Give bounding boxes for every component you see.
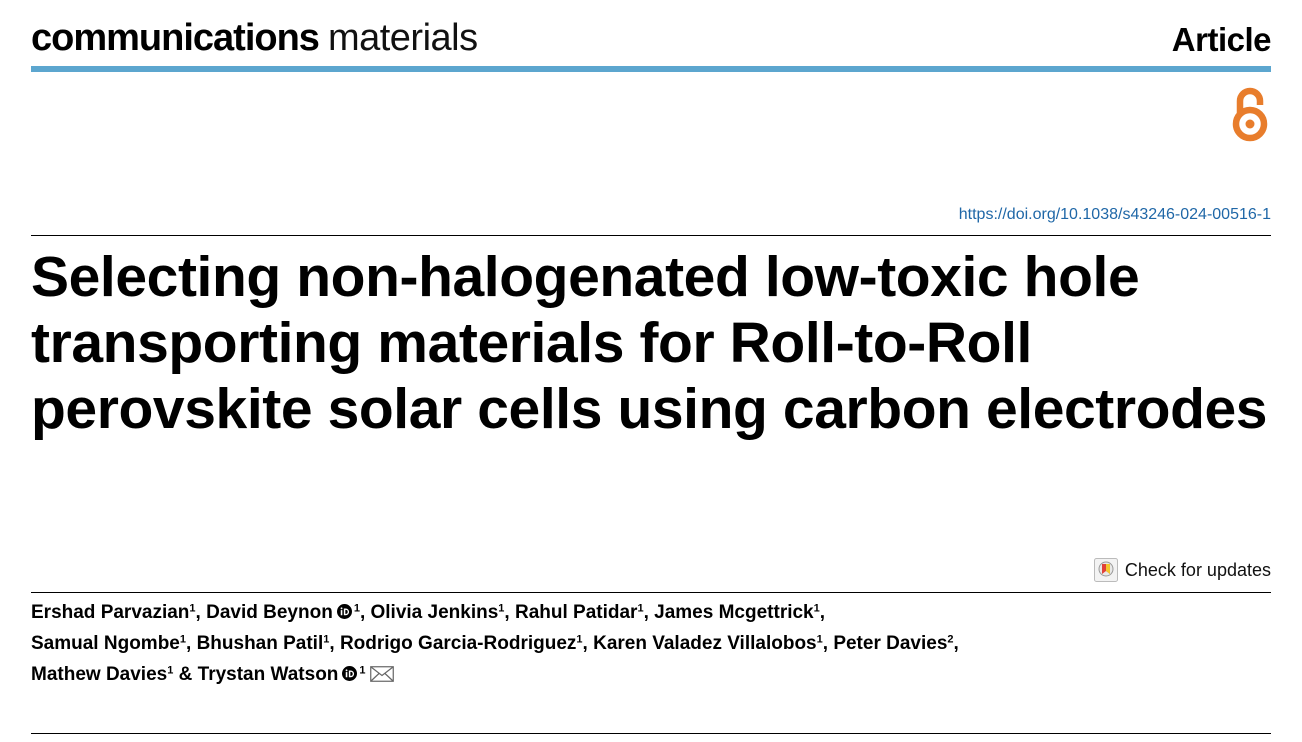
author[interactable]: Bhushan Patil1	[196, 633, 330, 654]
journal-name: communications materials	[31, 14, 478, 62]
author[interactable]: Trystan Watson 1	[198, 664, 394, 685]
author[interactable]: James Mcgettrick1	[654, 602, 820, 623]
author[interactable]: Karen Valadez Villalobos1	[593, 633, 823, 654]
doi-link[interactable]: https://doi.org/10.1038/s43246-024-00516…	[958, 206, 1271, 223]
author[interactable]: Samual Ngombe1	[31, 633, 186, 654]
author[interactable]: Mathew Davies1	[31, 664, 174, 685]
header-accent-rule	[31, 66, 1271, 72]
check-for-updates-icon	[1093, 558, 1118, 582]
article-title: Selecting non-halogenated low-toxic hole…	[31, 245, 1268, 441]
orcid-icon[interactable]	[342, 666, 358, 681]
author[interactable]: Peter Davies2	[833, 633, 954, 654]
authors-bottom-rule	[31, 733, 1271, 734]
title-top-rule	[31, 235, 1271, 236]
article-type-label: Article	[1171, 21, 1272, 58]
journal-name-light: materials	[327, 17, 478, 59]
author-list: Ershad Parvazian1, David Beynon 1, Olivia…	[31, 602, 959, 685]
journal-name-bold: communications	[31, 17, 320, 59]
author[interactable]: Rahul Patidar1	[514, 602, 644, 623]
open-access-icon[interactable]	[1229, 84, 1271, 142]
authors-top-rule	[31, 592, 1271, 593]
check-for-updates-button[interactable]: Check for updates	[1093, 558, 1271, 582]
email-icon[interactable]	[369, 666, 394, 682]
author[interactable]: Rodrigo Garcia-Rodriguez1	[339, 633, 583, 654]
author[interactable]: Olivia Jenkins1	[370, 602, 505, 623]
author[interactable]: David Beynon 1	[206, 602, 360, 623]
check-for-updates-label: Check for updates	[1124, 560, 1271, 580]
orcid-icon[interactable]	[336, 604, 352, 619]
author[interactable]: Ershad Parvazian1	[31, 602, 196, 623]
